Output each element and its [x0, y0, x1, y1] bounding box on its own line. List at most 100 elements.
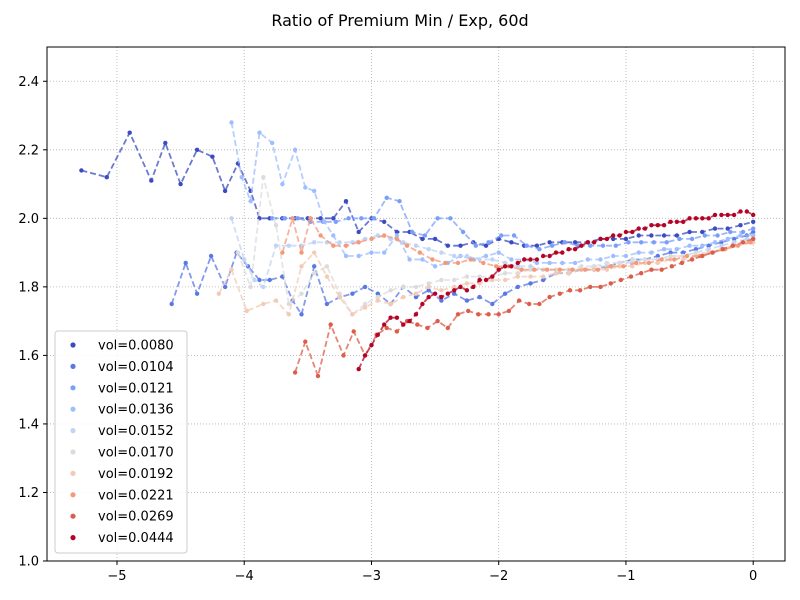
data-point — [303, 185, 308, 190]
data-point — [655, 260, 660, 266]
data-point — [235, 250, 241, 255]
data-point — [659, 257, 664, 262]
legend-marker — [70, 406, 76, 412]
data-point — [681, 250, 686, 255]
y-tick-label: 1.4 — [18, 417, 39, 432]
data-point — [303, 339, 308, 344]
data-point — [420, 257, 425, 262]
data-point — [651, 240, 657, 245]
data-point — [687, 243, 692, 248]
data-point — [452, 284, 457, 290]
data-point — [621, 264, 626, 269]
legend-item: vol=0.0080 — [70, 339, 174, 354]
data-point — [331, 216, 336, 221]
y-tick-label: 1.6 — [18, 349, 39, 364]
data-point — [362, 301, 368, 307]
data-point — [689, 236, 695, 242]
data-point — [432, 264, 438, 269]
data-point — [738, 223, 743, 228]
data-point — [280, 181, 285, 187]
data-point — [362, 353, 368, 358]
data-point — [413, 243, 419, 248]
data-point — [642, 260, 648, 266]
data-point — [222, 284, 228, 290]
data-point — [617, 264, 622, 269]
data-point — [572, 240, 578, 245]
data-point — [267, 277, 272, 283]
data-point — [591, 264, 597, 269]
data-point — [566, 247, 571, 252]
data-point — [668, 250, 673, 255]
data-point — [194, 291, 200, 296]
data-point — [375, 294, 380, 300]
legend-marker — [70, 363, 76, 369]
data-point — [169, 301, 174, 307]
data-point — [642, 257, 648, 262]
data-point — [588, 243, 593, 248]
data-point — [588, 284, 593, 290]
data-point — [476, 312, 481, 317]
data-point — [415, 322, 420, 327]
data-point — [608, 281, 613, 286]
data-point — [681, 219, 686, 224]
data-point — [432, 291, 438, 296]
data-point — [636, 226, 641, 231]
data-point — [674, 247, 679, 252]
data-point — [464, 274, 470, 279]
data-point — [600, 243, 606, 248]
data-point — [333, 219, 338, 224]
data-point — [557, 291, 562, 296]
legend-marker — [70, 428, 76, 434]
data-point — [661, 247, 667, 252]
data-point — [731, 212, 737, 218]
data-point — [715, 233, 720, 238]
data-point — [611, 233, 616, 238]
data-point — [496, 250, 501, 255]
data-point — [740, 229, 746, 235]
data-point — [537, 301, 542, 307]
data-point — [646, 260, 652, 266]
data-point — [486, 312, 491, 317]
data-point — [490, 277, 495, 283]
data-point — [163, 140, 168, 146]
data-point — [509, 240, 514, 245]
legend-label: vol=0.0080 — [98, 339, 174, 354]
data-point — [359, 216, 364, 221]
data-point — [382, 233, 387, 238]
data-point — [679, 260, 685, 266]
data-point — [541, 274, 546, 279]
data-point — [570, 267, 575, 272]
data-point — [502, 277, 508, 283]
data-point — [312, 240, 317, 245]
data-point — [649, 267, 654, 272]
data-point — [290, 216, 295, 221]
data-point — [375, 298, 380, 303]
data-point — [149, 178, 154, 183]
legend-label: vol=0.0104 — [98, 360, 174, 375]
data-point — [735, 243, 741, 248]
data-point — [426, 247, 431, 252]
data-point — [299, 264, 304, 269]
data-point — [712, 240, 718, 245]
data-point — [509, 264, 514, 269]
data-point — [483, 253, 489, 259]
x-tick-label: −5 — [107, 569, 126, 584]
series-vol=0.0121 — [270, 195, 756, 252]
legend-label: vol=0.0192 — [98, 467, 174, 482]
data-point — [668, 253, 673, 259]
data-point — [394, 236, 400, 242]
data-point — [471, 284, 476, 290]
data-point — [312, 264, 317, 269]
x-axis: −5 −4 −3 −2 −1 0 — [107, 561, 757, 584]
data-point — [458, 243, 463, 248]
legend-label: vol=0.0136 — [98, 403, 174, 418]
legend-label: vol=0.0221 — [98, 488, 174, 503]
data-point — [532, 267, 537, 272]
data-point — [382, 250, 387, 255]
data-point — [384, 195, 389, 200]
data-point — [331, 243, 336, 248]
y-tick-label: 1.0 — [18, 555, 39, 570]
data-point — [286, 312, 291, 317]
x-tick-label: −2 — [489, 569, 508, 584]
data-point — [261, 175, 266, 180]
